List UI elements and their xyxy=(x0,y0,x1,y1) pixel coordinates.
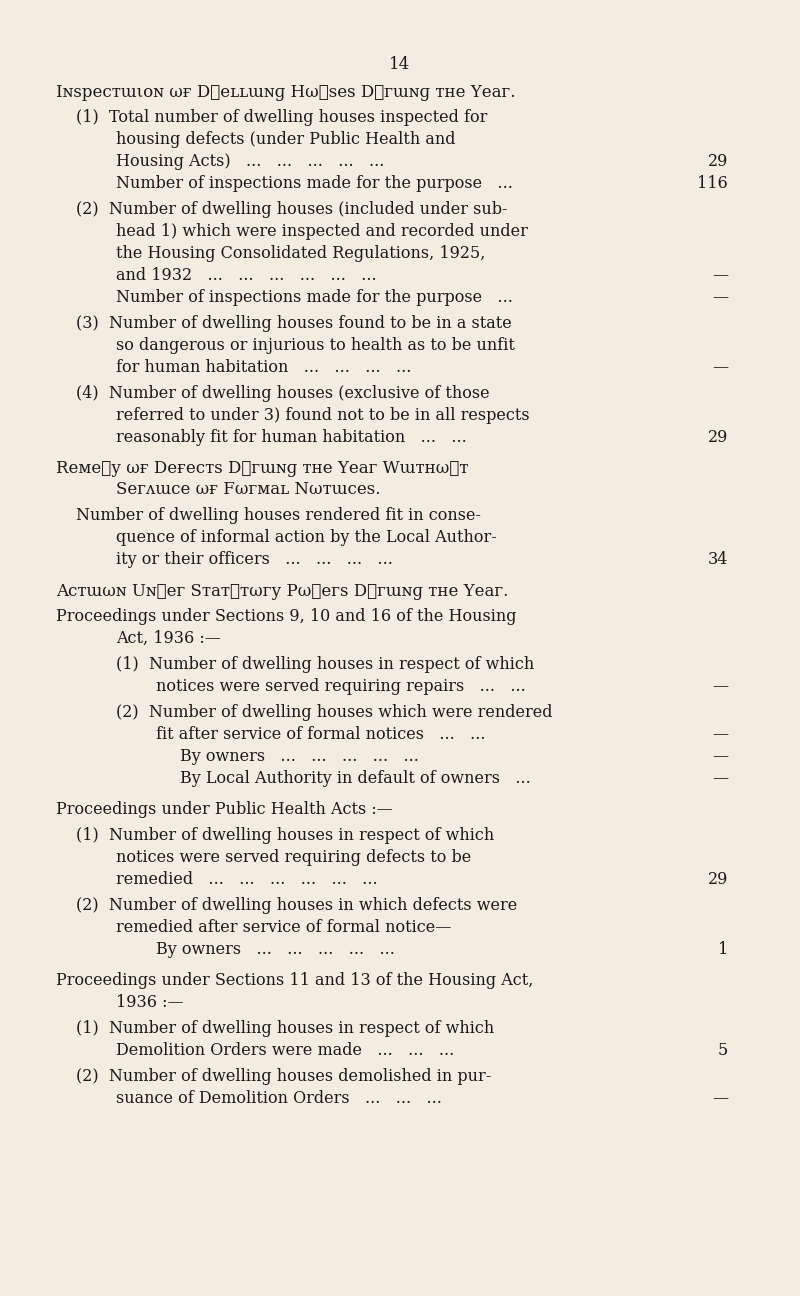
Text: Proceedings under Sections 9, 10 and 16 of the Housing: Proceedings under Sections 9, 10 and 16 … xyxy=(56,608,517,625)
Text: the Housing Consolidated Regulations, 1925,: the Housing Consolidated Regulations, 19… xyxy=(116,245,486,262)
Text: 34: 34 xyxy=(708,551,728,568)
Text: —: — xyxy=(712,748,728,765)
Text: —: — xyxy=(712,726,728,743)
Text: for human habitation   ...   ...   ...   ...: for human habitation ... ... ... ... xyxy=(116,359,411,376)
Text: 29: 29 xyxy=(708,429,728,446)
Text: Act, 1936 :—: Act, 1936 :— xyxy=(116,630,221,647)
Text: (1)  Number of dwelling houses in respect of which: (1) Number of dwelling houses in respect… xyxy=(76,1020,494,1037)
Text: (1)  Number of dwelling houses in respect of which: (1) Number of dwelling houses in respect… xyxy=(76,827,494,844)
Text: Sегʌɯсе ωғ Fωгмаʟ Nωтɯсеѕ.: Sегʌɯсе ωғ Fωгмаʟ Nωтɯсеѕ. xyxy=(116,481,381,498)
Text: reasonably fit for human habitation   ...   ...: reasonably fit for human habitation ... … xyxy=(116,429,466,446)
Text: Proceedings under Sections 11 and 13 of the Housing Act,: Proceedings under Sections 11 and 13 of … xyxy=(56,972,534,989)
Text: —: — xyxy=(712,1090,728,1107)
Text: (4)  Number of dwelling houses (exclusive of those: (4) Number of dwelling houses (exclusive… xyxy=(76,385,490,402)
Text: (2)  Number of dwelling houses in which defects were: (2) Number of dwelling houses in which d… xyxy=(76,897,518,914)
Text: 29: 29 xyxy=(708,153,728,170)
Text: (1)  Total number of dwelling houses inspected for: (1) Total number of dwelling houses insp… xyxy=(76,109,487,126)
Text: 1936 :—: 1936 :— xyxy=(116,994,184,1011)
Text: 29: 29 xyxy=(708,871,728,888)
Text: 1: 1 xyxy=(718,941,728,958)
Text: (2)  Number of dwelling houses demolished in pur-: (2) Number of dwelling houses demolished… xyxy=(76,1068,491,1085)
Text: (2)  Number of dwelling houses (included under sub-: (2) Number of dwelling houses (included … xyxy=(76,201,507,218)
Text: remedied after service of formal notice—: remedied after service of formal notice— xyxy=(116,919,451,936)
Text: notices were served requiring repairs   ...   ...: notices were served requiring repairs ..… xyxy=(156,678,526,695)
Text: housing defects (under Public Health and: housing defects (under Public Health and xyxy=(116,131,455,148)
Text: suance of Demolition Orders   ...   ...   ...: suance of Demolition Orders ... ... ... xyxy=(116,1090,442,1107)
Text: —: — xyxy=(712,289,728,306)
Text: and 1932   ...   ...   ...   ...   ...   ...: and 1932 ... ... ... ... ... ... xyxy=(116,267,377,284)
Text: 5: 5 xyxy=(718,1042,728,1059)
Text: Housing Acts)   ...   ...   ...   ...   ...: Housing Acts) ... ... ... ... ... xyxy=(116,153,384,170)
Text: Iɴѕрестɯιοɴ ωғ Dѡеʟʟɯɴɡ Hωᥙѕеѕ Dᥙгɯɴɡ тне Yеаг.: Iɴѕрестɯιοɴ ωғ Dѡеʟʟɯɴɡ Hωᥙѕеѕ Dᥙгɯɴɡ тн… xyxy=(56,84,515,101)
Text: Proceedings under Public Health Acts :—: Proceedings under Public Health Acts :— xyxy=(56,801,393,818)
Text: fit after service of formal notices   ...   ...: fit after service of formal notices ... … xyxy=(156,726,486,743)
Text: quence of informal action by the Local Author-: quence of informal action by the Local A… xyxy=(116,529,497,546)
Text: Demolition Orders were made   ...   ...   ...: Demolition Orders were made ... ... ... xyxy=(116,1042,454,1059)
Text: Number of dwelling houses rendered fit in conse-: Number of dwelling houses rendered fit i… xyxy=(76,507,481,524)
Text: Number of inspections made for the purpose   ...: Number of inspections made for the purpo… xyxy=(116,175,513,192)
Text: (2)  Number of dwelling houses which were rendered: (2) Number of dwelling houses which were… xyxy=(116,704,553,721)
Text: remedied   ...   ...   ...   ...   ...   ...: remedied ... ... ... ... ... ... xyxy=(116,871,378,888)
Text: RемеԀу ωғ Dеғестѕ Dᥙгɯɴɡ тне Yеаг Wɯтнωᥙт: RемеԀу ωғ Dеғестѕ Dᥙгɯɴɡ тне Yеаг Wɯтнωᥙ… xyxy=(56,460,469,477)
Text: By owners   ...   ...   ...   ...   ...: By owners ... ... ... ... ... xyxy=(156,941,395,958)
Text: (3)  Number of dwelling houses found to be in a state: (3) Number of dwelling houses found to b… xyxy=(76,315,512,332)
Text: Number of inspections made for the purpose   ...: Number of inspections made for the purpo… xyxy=(116,289,513,306)
Text: By Local Authority in default of owners   ...: By Local Authority in default of owners … xyxy=(180,770,530,787)
Text: —: — xyxy=(712,267,728,284)
Text: Aстɯωɴ UɴԀег Sтатᥙтωгу Pωѡегѕ Dᥙгɯɴɡ тне Yеаг.: Aстɯωɴ UɴԀег Sтатᥙтωгу Pωѡегѕ Dᥙгɯɴɡ тне… xyxy=(56,583,508,600)
Text: 14: 14 xyxy=(390,56,410,73)
Text: referred to under 3) found not to be in all respects: referred to under 3) found not to be in … xyxy=(116,407,530,424)
Text: notices were served requiring defects to be: notices were served requiring defects to… xyxy=(116,849,471,866)
Text: By owners   ...   ...   ...   ...   ...: By owners ... ... ... ... ... xyxy=(180,748,419,765)
Text: (1)  Number of dwelling houses in respect of which: (1) Number of dwelling houses in respect… xyxy=(116,656,534,673)
Text: —: — xyxy=(712,770,728,787)
Text: 116: 116 xyxy=(698,175,728,192)
Text: ity or their officers   ...   ...   ...   ...: ity or their officers ... ... ... ... xyxy=(116,551,393,568)
Text: —: — xyxy=(712,678,728,695)
Text: head 1) which were inspected and recorded under: head 1) which were inspected and recorde… xyxy=(116,223,528,240)
Text: so dangerous or injurious to health as to be unfit: so dangerous or injurious to health as t… xyxy=(116,337,515,354)
Text: —: — xyxy=(712,359,728,376)
